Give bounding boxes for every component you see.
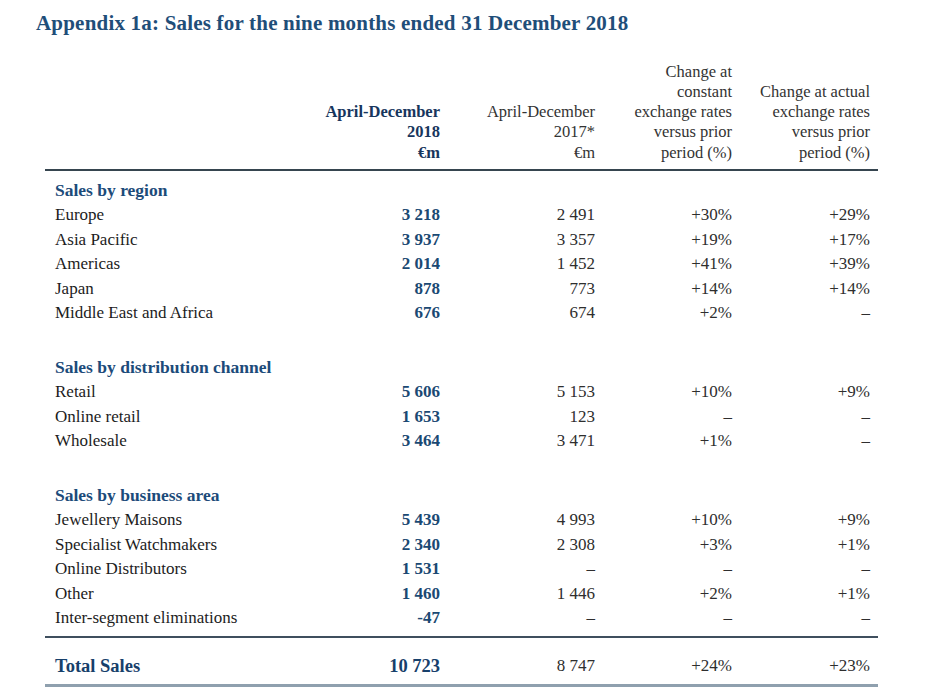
- value-2018: 5 606: [300, 380, 440, 405]
- value-2018: 1 460: [300, 582, 440, 607]
- table-row-europe: Europe 3 218 2 491 +30% +29%: [45, 203, 878, 228]
- row-label: Japan: [45, 277, 300, 302]
- row-label: Middle East and Africa: [45, 301, 300, 326]
- row-label: Specialist Watchmakers: [45, 533, 300, 558]
- table-header-row: April-December 2018 €m April-December 20…: [45, 62, 878, 170]
- table-row-americas: Americas 2 014 1 452 +41% +39%: [45, 252, 878, 277]
- change-actual: +9%: [732, 380, 878, 405]
- value-2018: 878: [300, 277, 440, 302]
- row-label: Europe: [45, 203, 300, 228]
- change-constant: +10%: [595, 508, 732, 533]
- col-header-april-december-2017: April-December 2017* €m: [440, 62, 595, 170]
- change-actual: –: [732, 301, 878, 326]
- section-row-distribution-channel: Sales by distribution channel: [45, 326, 878, 381]
- change-actual: +14%: [732, 277, 878, 302]
- total-change-constant: +24%: [595, 637, 732, 686]
- change-constant: +2%: [595, 582, 732, 607]
- page-title: Appendix 1a: Sales for the nine months e…: [36, 11, 936, 36]
- table-row-other: Other 1 460 1 446 +2% +1%: [45, 582, 878, 607]
- row-label: Inter-segment eliminations: [45, 606, 300, 637]
- row-label: Americas: [45, 252, 300, 277]
- value-2018: 2 340: [300, 533, 440, 558]
- value-2018: 2 014: [300, 252, 440, 277]
- value-2017: 1 446: [440, 582, 595, 607]
- table-row-jewellery-maisons: Jewellery Maisons 5 439 4 993 +10% +9%: [45, 508, 878, 533]
- value-2017: 1 452: [440, 252, 595, 277]
- change-constant: +19%: [595, 228, 732, 253]
- table-row-japan: Japan 878 773 +14% +14%: [45, 277, 878, 302]
- table-row-retail: Retail 5 606 5 153 +10% +9%: [45, 380, 878, 405]
- table-row-specialist-watchmakers: Specialist Watchmakers 2 340 2 308 +3% +…: [45, 533, 878, 558]
- table-row-inter-segment-eliminations: Inter-segment eliminations -47 – – –: [45, 606, 878, 637]
- value-2018: -47: [300, 606, 440, 637]
- table-row-online-distributors: Online Distributors 1 531 – – –: [45, 557, 878, 582]
- col-header-april-december-2018: April-December 2018 €m: [300, 62, 440, 170]
- change-constant: +1%: [595, 429, 732, 454]
- change-actual: –: [732, 557, 878, 582]
- col-header-empty: [45, 62, 300, 170]
- row-label: Retail: [45, 380, 300, 405]
- change-actual: –: [732, 429, 878, 454]
- row-label: Jewellery Maisons: [45, 508, 300, 533]
- value-2017: 5 153: [440, 380, 595, 405]
- section-row-sales-by-region: Sales by region: [45, 170, 878, 204]
- row-label: Online retail: [45, 405, 300, 430]
- table-row-asia-pacific: Asia Pacific 3 937 3 357 +19% +17%: [45, 228, 878, 253]
- value-2018: 1 653: [300, 405, 440, 430]
- value-2017: –: [440, 557, 595, 582]
- total-change-actual: +23%: [732, 637, 878, 686]
- change-constant: +2%: [595, 301, 732, 326]
- table-row-middle-east-africa: Middle East and Africa 676 674 +2% –: [45, 301, 878, 326]
- section-heading: Sales by business area: [45, 454, 878, 509]
- change-constant: +10%: [595, 380, 732, 405]
- change-constant: +3%: [595, 533, 732, 558]
- col-header-change-actual: Change at actual exchange rates versus p…: [732, 62, 878, 170]
- change-constant: +30%: [595, 203, 732, 228]
- value-2017: 4 993: [440, 508, 595, 533]
- value-2017: 3 357: [440, 228, 595, 253]
- section-heading: Sales by distribution channel: [45, 326, 878, 381]
- change-actual: +39%: [732, 252, 878, 277]
- change-actual: –: [732, 405, 878, 430]
- value-2017: –: [440, 606, 595, 637]
- change-constant: +41%: [595, 252, 732, 277]
- row-label: Other: [45, 582, 300, 607]
- value-2017: 674: [440, 301, 595, 326]
- value-2018: 3 937: [300, 228, 440, 253]
- change-constant: –: [595, 557, 732, 582]
- value-2017: 3 471: [440, 429, 595, 454]
- value-2017: 2 491: [440, 203, 595, 228]
- table-row-wholesale: Wholesale 3 464 3 471 +1% –: [45, 429, 878, 454]
- row-label: Wholesale: [45, 429, 300, 454]
- total-label: Total Sales: [45, 637, 300, 686]
- change-actual: +1%: [732, 533, 878, 558]
- table-row-total-sales: Total Sales 10 723 8 747 +24% +23%: [45, 637, 878, 686]
- value-2017: 2 308: [440, 533, 595, 558]
- section-heading: Sales by region: [45, 170, 878, 204]
- change-actual: +9%: [732, 508, 878, 533]
- section-row-business-area: Sales by business area: [45, 454, 878, 509]
- table-row-online-retail: Online retail 1 653 123 – –: [45, 405, 878, 430]
- row-label: Asia Pacific: [45, 228, 300, 253]
- change-actual: +29%: [732, 203, 878, 228]
- value-2018: 5 439: [300, 508, 440, 533]
- report-page: Appendix 1a: Sales for the nine months e…: [0, 11, 936, 695]
- change-constant: –: [595, 405, 732, 430]
- total-value-2018: 10 723: [300, 637, 440, 686]
- change-constant: +14%: [595, 277, 732, 302]
- col-header-change-constant: Change at constant exchange rates versus…: [595, 62, 732, 170]
- row-label: Online Distributors: [45, 557, 300, 582]
- change-actual: +17%: [732, 228, 878, 253]
- value-2018: 3 218: [300, 203, 440, 228]
- value-2018: 3 464: [300, 429, 440, 454]
- change-actual: +1%: [732, 582, 878, 607]
- value-2017: 773: [440, 277, 595, 302]
- sales-table: April-December 2018 €m April-December 20…: [45, 62, 878, 687]
- change-actual: –: [732, 606, 878, 637]
- total-value-2017: 8 747: [440, 637, 595, 686]
- value-2018: 676: [300, 301, 440, 326]
- value-2018: 1 531: [300, 557, 440, 582]
- value-2017: 123: [440, 405, 595, 430]
- change-constant: –: [595, 606, 732, 637]
